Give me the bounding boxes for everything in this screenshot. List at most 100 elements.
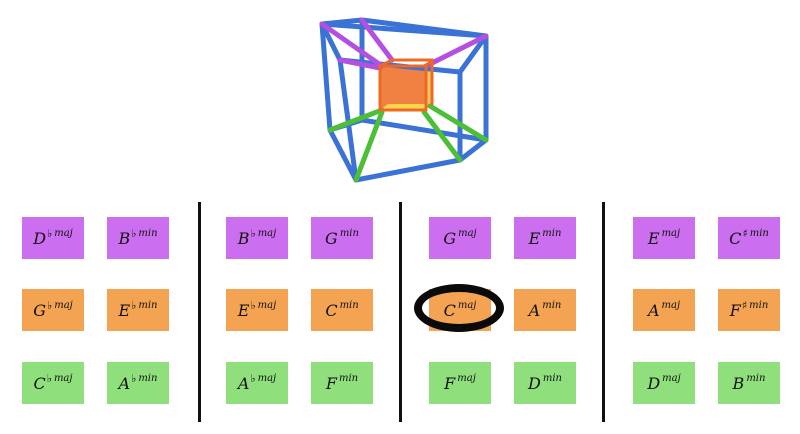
chord-root: A bbox=[237, 373, 250, 393]
chord-quality: min bbox=[138, 299, 158, 311]
chord-accidental: ♭ bbox=[46, 371, 52, 385]
chord-button[interactable]: B ♭ maj bbox=[226, 217, 288, 259]
tesseract-edge bbox=[421, 109, 463, 163]
chord-accidental: ♭ bbox=[47, 298, 53, 312]
chord-quality: maj bbox=[257, 299, 277, 311]
tesseract-edge bbox=[337, 57, 383, 71]
chord-accidental: ♭ bbox=[47, 226, 53, 240]
chord-accidental: ♭ bbox=[250, 298, 256, 312]
chord-root: D bbox=[647, 373, 661, 393]
chord-quality: maj bbox=[661, 227, 681, 239]
chord-button[interactable]: D ♭ maj bbox=[22, 217, 84, 259]
chord-root: A bbox=[647, 300, 660, 320]
chord-root: D bbox=[528, 373, 541, 393]
tesseract-edge bbox=[457, 137, 489, 163]
chord-accidental: ♭ bbox=[250, 371, 256, 385]
tesseract-edge bbox=[353, 109, 385, 183]
chord-quality: min bbox=[749, 299, 769, 311]
chord-quality: min bbox=[339, 227, 359, 239]
chord-quality: maj bbox=[257, 227, 277, 239]
chord-button[interactable]: B ♭ min bbox=[107, 217, 169, 259]
chord-root: G bbox=[33, 300, 47, 320]
chord-root: G bbox=[325, 228, 338, 248]
tesseract-cube-graphic bbox=[319, 17, 489, 183]
tesseract-edge bbox=[359, 17, 489, 39]
chord-root: B bbox=[732, 373, 745, 393]
chord-accidental: ♯ bbox=[742, 226, 748, 240]
chord-accidental: ♭ bbox=[131, 371, 137, 385]
chord-button[interactable]: A ♭ min bbox=[107, 362, 169, 404]
chord-button[interactable]: E ♭ maj bbox=[226, 289, 288, 331]
chord-root: F bbox=[729, 300, 741, 320]
tesseract-edge bbox=[457, 33, 489, 75]
chord-root: C bbox=[325, 300, 338, 320]
tesseract-edge bbox=[359, 17, 395, 63]
chord-button[interactable]: F ♯ min bbox=[718, 289, 780, 331]
chord-button[interactable]: A ♭ maj bbox=[226, 362, 288, 404]
tesseract-edge bbox=[423, 33, 489, 69]
tesseract-edge bbox=[427, 103, 489, 143]
tesseract-edge bbox=[337, 57, 359, 183]
chord-root: F bbox=[444, 373, 456, 393]
chord-quality: min bbox=[542, 372, 562, 384]
chord-root: B bbox=[237, 228, 250, 248]
tesseract-visualization bbox=[300, 10, 510, 185]
chord-accidental: ♯ bbox=[741, 298, 748, 312]
tesseract-edge bbox=[378, 58, 394, 68]
chord-root: C bbox=[729, 228, 742, 248]
chord-quality: min bbox=[746, 372, 766, 384]
chord-quality: maj bbox=[257, 372, 277, 384]
chord-accidental: ♭ bbox=[131, 226, 137, 240]
chord-root: C bbox=[33, 373, 46, 393]
tesseract-edge bbox=[319, 17, 365, 27]
tesseract-edge bbox=[327, 107, 385, 133]
tesseract-edge bbox=[327, 127, 359, 183]
chord-quality: maj bbox=[54, 227, 73, 239]
chord-root: E bbox=[528, 228, 541, 248]
chord-quality: maj bbox=[662, 372, 681, 384]
chord-quality: maj bbox=[54, 299, 73, 311]
tesseract-edge bbox=[319, 21, 385, 69]
chord-root: F bbox=[325, 373, 337, 393]
group-divider bbox=[602, 202, 605, 422]
chord-quality: min bbox=[138, 372, 158, 384]
chord-button[interactable]: C ♯ min bbox=[718, 217, 780, 259]
chord-quality: min bbox=[542, 299, 562, 311]
chord-button[interactable]: E ♭ min bbox=[107, 289, 169, 331]
group-divider bbox=[399, 202, 402, 422]
chord-root: B bbox=[118, 228, 131, 248]
chord-root: C bbox=[443, 300, 456, 320]
chord-quality: min bbox=[138, 227, 158, 239]
chord-quality: min bbox=[339, 299, 359, 311]
chord-accidental: ♭ bbox=[131, 298, 137, 312]
chord-root: A bbox=[118, 373, 131, 393]
chord-quality: min bbox=[338, 372, 359, 384]
tesseract-edge bbox=[319, 21, 343, 63]
chord-root: E bbox=[647, 228, 660, 248]
chord-quality: maj bbox=[457, 372, 476, 384]
chord-quality: min bbox=[749, 227, 769, 239]
chord-root: A bbox=[528, 300, 541, 320]
chord-root: G bbox=[443, 228, 457, 248]
chord-quality: maj bbox=[661, 299, 681, 311]
chord-root: E bbox=[118, 300, 131, 320]
chord-root: E bbox=[237, 300, 250, 320]
group-divider bbox=[198, 202, 201, 422]
chord-button[interactable]: C ♭ maj bbox=[22, 362, 84, 404]
tesseract-inner-face bbox=[380, 66, 426, 110]
chord-quality: min bbox=[542, 227, 562, 239]
chord-button[interactable]: G ♭ maj bbox=[22, 289, 84, 331]
